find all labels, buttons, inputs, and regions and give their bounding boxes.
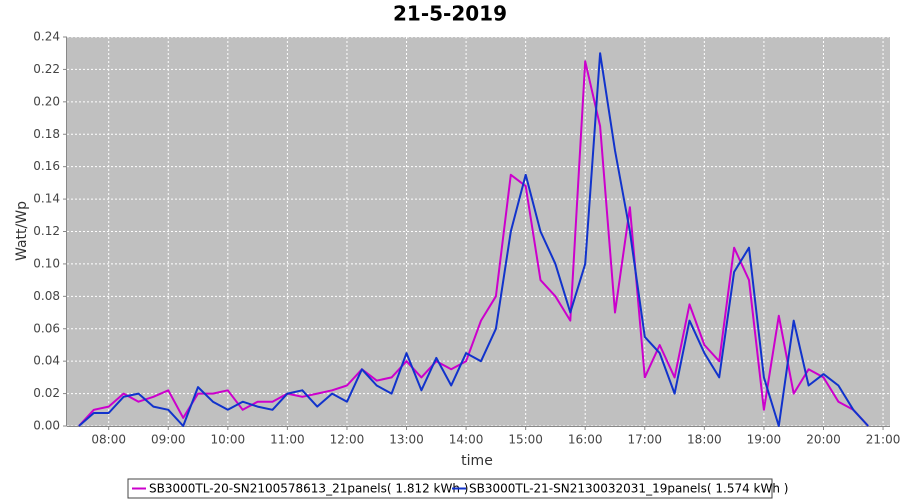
plot-area: [67, 37, 890, 426]
y-tick-label: 0.18: [33, 127, 60, 141]
x-tick-label: 17:00: [627, 433, 662, 447]
x-tick-label: 13:00: [389, 433, 424, 447]
y-tick-label: 0.20: [33, 94, 60, 108]
x-tick-label: 19:00: [747, 433, 782, 447]
x-tick-label: 11:00: [270, 433, 305, 447]
y-tick-label: 0.12: [33, 224, 60, 238]
x-tick-label: 16:00: [568, 433, 603, 447]
legend-label: SB3000TL-21-SN2130032031_19panels( 1.574…: [469, 482, 788, 496]
y-tick-label: 0.10: [33, 256, 60, 270]
y-tick-label: 0.24: [33, 30, 60, 44]
x-tick-label: 20:00: [806, 433, 841, 447]
x-tick-label: 21:00: [866, 433, 900, 447]
y-tick-label: 0.00: [33, 419, 60, 433]
y-tick-label: 0.22: [33, 62, 60, 76]
chart-title: 21-5-2019: [393, 2, 507, 26]
legend-box: [127, 478, 773, 499]
x-tick-label: 09:00: [151, 433, 186, 447]
x-tick-label: 12:00: [330, 433, 365, 447]
x-tick-label: 15:00: [508, 433, 543, 447]
x-axis-label: time: [461, 453, 493, 469]
y-tick-label: 0.14: [33, 192, 60, 206]
series-line: [78, 60, 869, 427]
y-tick-label: 0.02: [33, 386, 60, 400]
y-axis-label: Watt/Wp: [14, 201, 30, 261]
series-line: [78, 52, 869, 427]
x-tick-label: 18:00: [687, 433, 722, 447]
y-tick-label: 0.06: [33, 321, 60, 335]
x-tick-label: 14:00: [449, 433, 484, 447]
legend-label: SB3000TL-20-SN2100578613_21panels( 1.812…: [149, 482, 468, 496]
y-tick-label: 0.08: [33, 289, 60, 303]
y-tick-label: 0.16: [33, 159, 60, 173]
y-tick-label: 0.04: [33, 354, 60, 368]
x-tick-label: 08:00: [91, 433, 126, 447]
x-tick-label: 10:00: [211, 433, 246, 447]
